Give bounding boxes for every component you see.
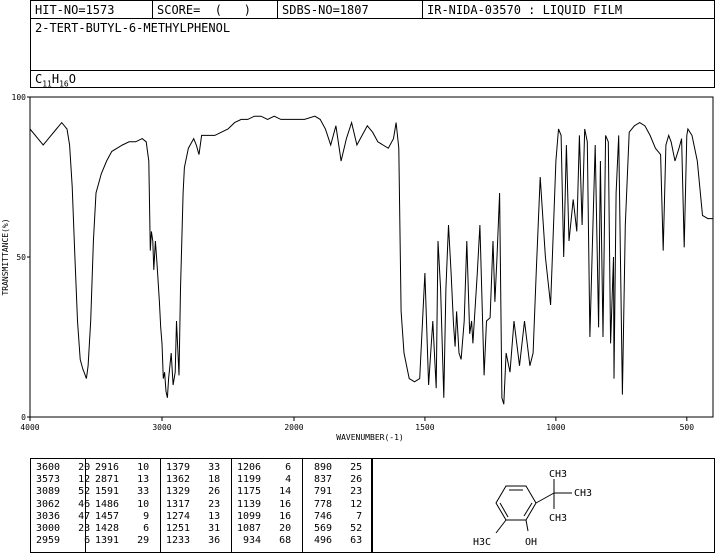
x-axis-label: WAVENUMBER(-1)	[336, 433, 403, 442]
x-tick-label: 500	[680, 423, 695, 432]
peak-row: 3600 20	[36, 462, 91, 473]
molecule-structure: CH3 CH3 CH3 OH H3C	[473, 469, 592, 548]
formula-o: O	[68, 72, 76, 86]
formula-c-count: 11	[42, 79, 52, 89]
peak-row: 1199 4	[237, 474, 292, 486]
sdbs-number: SDBS-NO=1807	[278, 1, 423, 19]
peak-row: 1139 16	[237, 498, 292, 510]
ch3-top-label: CH3	[549, 469, 567, 480]
score: SCORE= ( )	[153, 1, 278, 19]
ch3-right-label: CH3	[574, 488, 592, 499]
benzene-ring	[495, 485, 537, 521]
peak-column: 1206 6 1199 4 1175 14 1139 16 1099 16 1087 20…	[237, 462, 291, 547]
hit-number: HIT-NO=1573	[31, 1, 153, 19]
peak-row: 2916 10	[95, 462, 150, 473]
peak-row: 746 7	[308, 510, 363, 522]
peak-row: 1087 20	[237, 523, 292, 535]
peak-table-divider	[231, 458, 232, 553]
peak-row: 496 63	[308, 535, 363, 547]
x-tick-label: 1000	[546, 423, 565, 432]
peak-row: 3089 52	[36, 486, 91, 498]
peak-table-divider	[85, 458, 86, 553]
y-tick-label: 50	[16, 253, 26, 262]
x-tick-label: 2000	[284, 423, 303, 432]
peak-column: 890 25 837 26 791 23 778 12 746 7 569 52…	[308, 462, 362, 547]
peak-row: 1486 10	[95, 498, 150, 510]
peak-row: 3062 46	[36, 498, 91, 510]
peak-row: 890 25	[308, 462, 363, 473]
peak-row: 1175 14	[237, 486, 292, 498]
formula-h: H	[51, 72, 60, 86]
x-axis-ticks: 4000 3000 2000 1500 1000 500	[20, 417, 694, 432]
peak-row: 2871 13	[95, 474, 150, 486]
peak-table-divider	[302, 458, 303, 553]
peak-row: 1362 18	[166, 474, 221, 486]
peak-row: 1206 6	[237, 462, 292, 473]
peak-row: 1099 16	[237, 510, 292, 522]
y-axis-ticks: 0 50 100	[12, 93, 30, 422]
ir-spectrum-chart: 0 50 100 4000 3000 2000 1500 1000 500 TRANSMITT…	[1, 93, 714, 442]
peak-row: 2959 6	[36, 535, 91, 547]
oh-label: OH	[525, 537, 537, 548]
peak-row: 791 23	[308, 486, 363, 498]
peak-row: 3000 23	[36, 523, 91, 535]
formula-h-count: 16	[59, 79, 69, 89]
molecular-formula: C11H16O	[35, 72, 76, 91]
peak-column: 1379 33 1362 18 1329 26 1317 23 1274 13 1251 …	[166, 462, 220, 547]
spectrum-line	[29, 115, 713, 405]
ch3-bottom-label: CH3	[549, 513, 567, 524]
y-tick-label: 0	[21, 413, 26, 422]
peak-row: 1317 23	[166, 498, 221, 510]
formula-c: C	[35, 72, 43, 86]
peak-row: 1379 33	[166, 462, 221, 473]
ir-info: IR-NIDA-03570 : LIQUID FILM	[427, 3, 623, 17]
y-tick-label: 100	[12, 93, 27, 102]
peak-row: 1274 13	[166, 510, 221, 522]
peak-column: 3600 20 3573 12 3089 52 3062 46 3036 47 3000 …	[36, 462, 90, 547]
x-tick-label: 4000	[20, 423, 39, 432]
h3c-label: H3C	[473, 537, 491, 548]
peak-row: 1251 31	[166, 523, 221, 535]
peak-row: 1391 29	[95, 535, 150, 547]
substituent-bonds	[495, 479, 572, 534]
compound-name: 2-TERT-BUTYL-6-METHYLPHENOL	[35, 21, 231, 35]
peak-row: 778 12	[308, 498, 363, 510]
formula-divider	[31, 70, 714, 71]
peak-table-divider	[160, 458, 161, 553]
x-tick-label: 3000	[152, 423, 171, 432]
structure-box: CH3 CH3 CH3 OH H3C	[372, 458, 715, 553]
y-axis-label: TRANSMITTANCE(%)	[1, 218, 10, 295]
x-tick-label: 1500	[415, 423, 434, 432]
peak-row: 1457 9	[95, 510, 150, 522]
peak-row: 569 52	[308, 523, 363, 535]
peak-row: 1233 36	[166, 535, 221, 547]
peak-row: 934 68	[237, 535, 292, 547]
peak-row: 1428 6	[95, 523, 150, 535]
peak-row: 3036 47	[36, 510, 91, 522]
peak-column: 2916 10 2871 13 1591 33 1486 10 1457 9 1428 6…	[95, 462, 149, 547]
peak-row: 1329 26	[166, 486, 221, 498]
peak-row: 3573 12	[36, 474, 91, 486]
plot-frame	[29, 96, 714, 418]
peak-row: 1591 33	[95, 486, 150, 498]
peak-row: 837 26	[308, 474, 363, 486]
